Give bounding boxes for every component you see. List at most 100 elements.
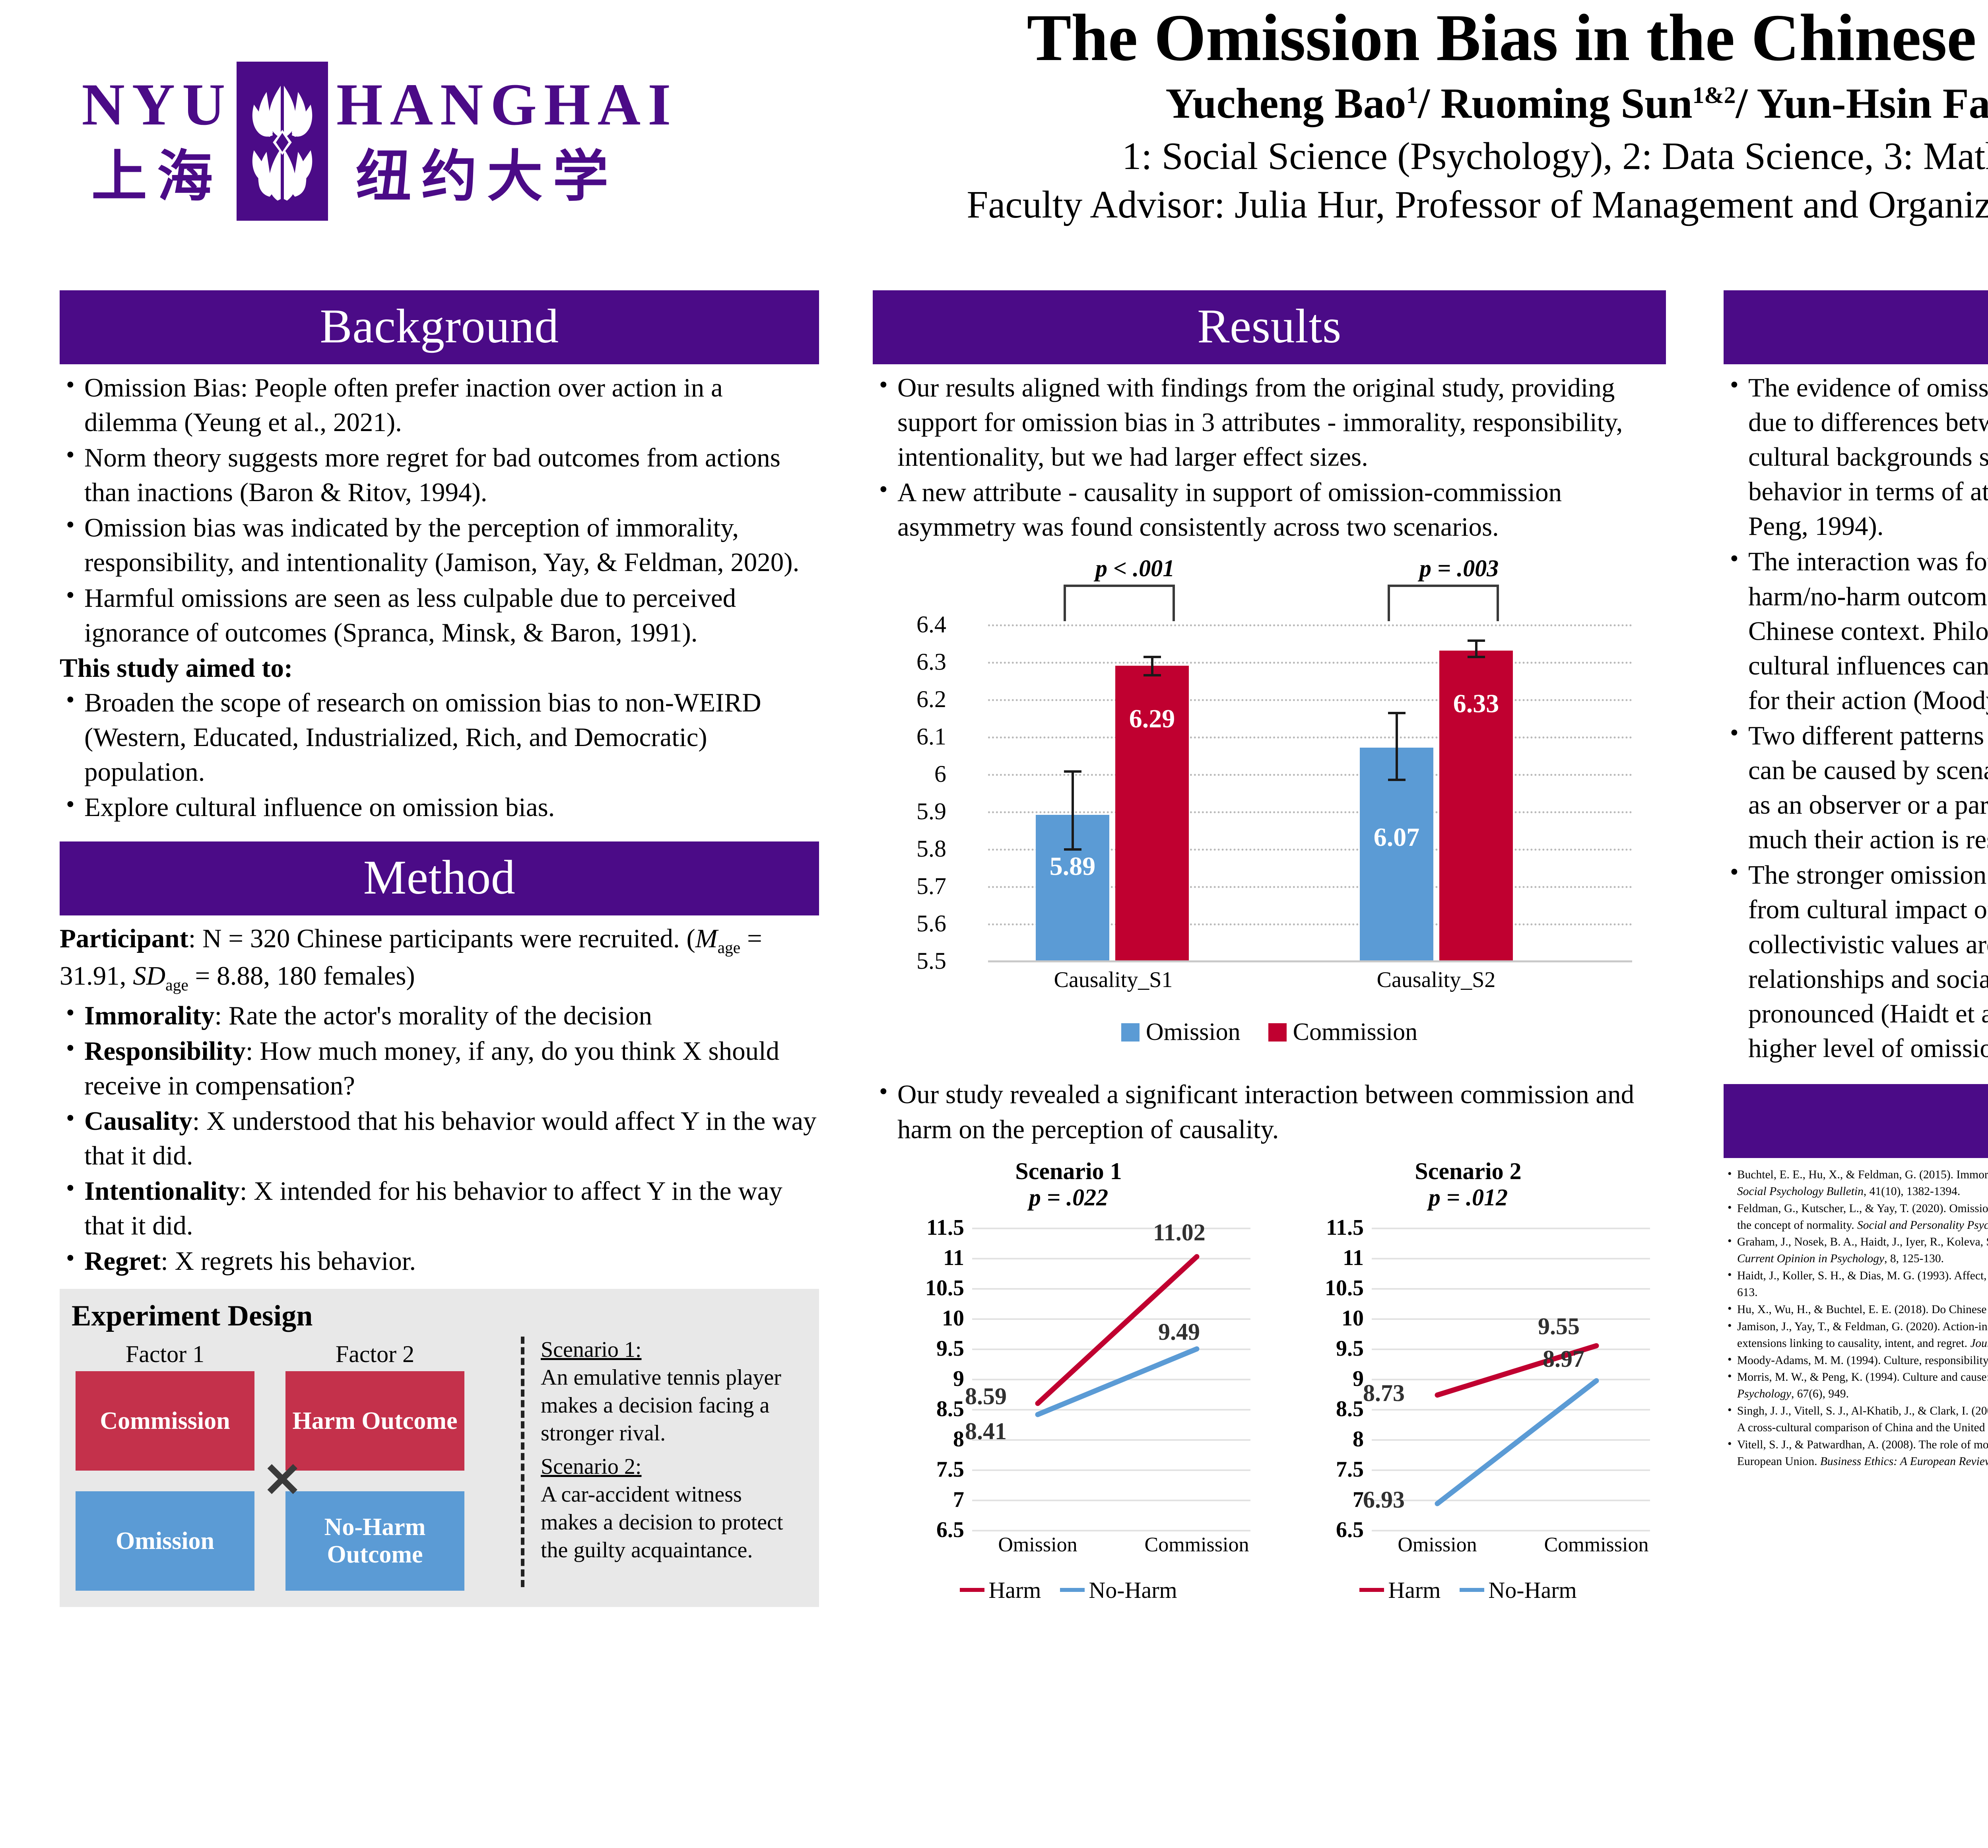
- chart-title-block: Scenario 2 p = .012: [1272, 1158, 1664, 1211]
- legend-label: No-Harm: [1488, 1577, 1577, 1603]
- section-header-results: Results: [873, 290, 1666, 364]
- nyu-shanghai-logo: NYU 上海: [78, 62, 702, 221]
- y-tick-label: 5.8: [916, 836, 946, 862]
- design-cell-commission: Commission: [76, 1371, 254, 1471]
- logo-shanghai-cn-text: 上海: [91, 144, 223, 210]
- line-chart-legend-s1: Harm No-Harm: [873, 1577, 1264, 1603]
- design-cell-omission: Omission: [76, 1491, 254, 1591]
- y-tick-label: 9.5: [936, 1336, 964, 1361]
- section-header-background: Background: [60, 290, 819, 364]
- measure-desc: : How much money, if any, do you think X…: [84, 1036, 780, 1100]
- legend-line-icon: [1060, 1588, 1085, 1592]
- y-tick-label: 8: [1353, 1426, 1364, 1452]
- list-item: Our results aligned with findings from t…: [873, 369, 1666, 474]
- pvalue-annotation-s2: p = .003: [1419, 555, 1499, 582]
- y-tick-label: 7.5: [936, 1457, 964, 1482]
- bar-value-label: 6.29: [1129, 704, 1175, 734]
- design-cell-no-harm: No-Harm Outcome: [285, 1491, 464, 1591]
- legend-swatch-icon: [1268, 1023, 1287, 1042]
- y-tick-label: 9.5: [1336, 1336, 1364, 1361]
- x-tick-label: Omission: [998, 1533, 1077, 1556]
- column-left: Background Omission Bias: People often p…: [60, 290, 819, 1607]
- error-bar-cap: [1467, 656, 1485, 659]
- design-cell-matrix: Commission Omission Harm Outcome No-Harm…: [76, 1371, 485, 1591]
- legend-label: Omission: [1145, 1018, 1241, 1046]
- error-bar: [1475, 641, 1477, 659]
- experiment-design-title: Experiment Design: [72, 1300, 313, 1333]
- measure-desc: : Rate the actor's morality of the decis…: [214, 1001, 652, 1030]
- line-series-svg-s2: [1435, 1343, 1599, 1506]
- list-item: Explore cultural influence on omission b…: [60, 789, 819, 825]
- y-tick-label: 10: [942, 1306, 964, 1331]
- measure-term: Intentionality: [84, 1176, 240, 1206]
- measure-desc: : X regrets his behavior.: [161, 1246, 416, 1276]
- y-tick-label: 11: [1343, 1245, 1364, 1270]
- bar-omission-s2: 6.07: [1360, 712, 1433, 961]
- legend-label: Commission: [1293, 1018, 1418, 1046]
- vertical-divider: [521, 1337, 524, 1588]
- interaction-bullet-list: Our study revealed a significant interac…: [873, 1076, 1666, 1146]
- list-item: Immorality: Rate the actor's morality of…: [60, 997, 819, 1033]
- background-bullet-list: Omission Bias: People often prefer inact…: [60, 369, 819, 650]
- legend-line-icon: [1460, 1588, 1485, 1592]
- factor-2-label: Factor 2: [335, 1341, 415, 1368]
- measure-desc: : X understood that his behavior would a…: [84, 1106, 817, 1171]
- column-right: Discussion The evidence of omission bias…: [1724, 290, 1988, 1471]
- scenario-1-block: Scenario 1: An emulative tennis player m…: [541, 1336, 803, 1447]
- y-tick-label: 8.5: [936, 1396, 964, 1421]
- bar-commission-s2: 6.33: [1439, 639, 1513, 961]
- list-item: Omission Bias: People often prefer inact…: [60, 369, 819, 440]
- y-tick-label: 5.9: [916, 798, 946, 825]
- list-item: Vitell, S. J., & Patwardhan, A. (2008). …: [1724, 1436, 1988, 1470]
- legend-swatch-icon: [1121, 1023, 1140, 1042]
- legend-label: No-Harm: [1089, 1577, 1177, 1603]
- error-bar-cap: [1143, 656, 1161, 659]
- chart-title: Scenario 2: [1415, 1158, 1522, 1184]
- x-tick-label: Causality_S2: [1376, 968, 1496, 993]
- scenario-descriptions: Scenario 1: An emulative tennis player m…: [541, 1336, 803, 1570]
- legend-item-no-harm: No-Harm: [1460, 1577, 1577, 1603]
- y-tick-label: 9: [953, 1366, 964, 1391]
- error-bar-cap: [1064, 848, 1081, 851]
- participant-description: Participant: N = 320 Chinese participant…: [60, 924, 762, 994]
- y-tick-label: 11.5: [1326, 1215, 1364, 1240]
- nyu-torch-icon: [237, 62, 328, 221]
- legend-item-omission: Omission: [1121, 1018, 1241, 1046]
- logo-shanghai-text: SHANGHAI: [296, 71, 678, 138]
- legend-line-icon: [960, 1588, 985, 1592]
- factor-2-cells: Harm Outcome No-Harm Outcome: [285, 1371, 464, 1591]
- chart-title: Scenario 1: [1015, 1158, 1122, 1184]
- title-block: The Omission Bias in the Chinese Context…: [712, 4, 1988, 228]
- bar-chart-legend: Omission Commission: [873, 1018, 1666, 1046]
- scenario-2-block: Scenario 2: A car-accident witness makes…: [541, 1453, 803, 1564]
- y-tick-label: 10: [1342, 1306, 1364, 1331]
- x-tick-label: Commission: [1544, 1533, 1649, 1556]
- x-tick-label: Causality_S1: [1054, 968, 1173, 993]
- interaction-line-charts: Scenario 1 p = .022 11.5 11 10.5 10 9.5 …: [873, 1158, 1666, 1603]
- y-tick-label: 5.6: [916, 910, 946, 937]
- list-item: Causality: X understood that his behavio…: [60, 1102, 819, 1173]
- causality-bar-chart: p < .001 p = .003 6.4 6.3 6.2 6.1 6 5.9 …: [873, 555, 1666, 1064]
- logo-nyu-cn-text: 纽约大学: [355, 144, 619, 210]
- legend-item-harm: Harm: [960, 1577, 1041, 1603]
- y-tick-label: 6.5: [1336, 1517, 1364, 1542]
- line-series-svg-s1: [1035, 1254, 1200, 1417]
- error-bar-cap: [1467, 639, 1485, 642]
- scenario-2-interaction-chart: Scenario 2 p = .012 11.5 11 10.5 10 9.5 …: [1272, 1158, 1664, 1603]
- chart-subtitle-pvalue: p = .022: [1029, 1184, 1109, 1211]
- results-bullet-list: Our results aligned with findings from t…: [873, 369, 1666, 544]
- measure-term: Responsibility: [84, 1036, 246, 1066]
- significance-bracket-s2: [1388, 585, 1499, 622]
- error-bar-cap: [1064, 770, 1081, 773]
- author-list: Yucheng Bao1/ Ruoming Sun1&2/ Yun-Hsin F…: [1165, 80, 1988, 128]
- y-tick-label: 9: [1353, 1366, 1364, 1391]
- list-item: Our study revealed a significant interac…: [873, 1076, 1666, 1146]
- list-item: The stronger omission bias we found in f…: [1724, 856, 1988, 1066]
- scenario-2-label: Scenario 2:: [541, 1454, 642, 1479]
- experiment-design-grid: Factor 1 Factor 2 Commission Omission Ha…: [76, 1341, 485, 1591]
- y-tick-label: 7: [1353, 1487, 1364, 1512]
- error-bar-cap: [1143, 674, 1161, 677]
- data-label-noharm-commission: 8.97: [1543, 1345, 1584, 1372]
- scenario-1-label: Scenario 1:: [541, 1337, 642, 1362]
